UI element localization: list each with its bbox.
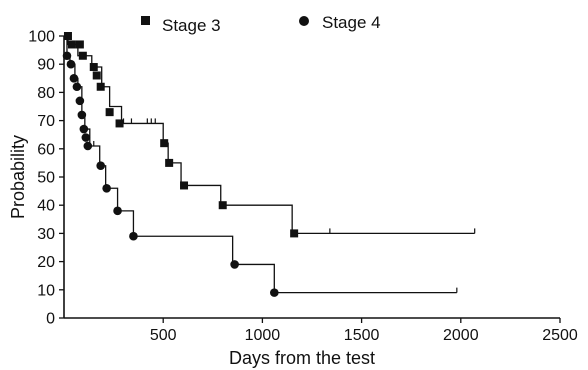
data-point — [89, 63, 98, 72]
y-tick-label: 70 — [37, 113, 55, 130]
data-point — [160, 139, 169, 148]
legend-marker-stage-4 — [299, 16, 309, 26]
data-point — [290, 229, 299, 238]
data-point — [62, 51, 72, 61]
y-tick-label: 0 — [46, 311, 55, 328]
x-tick-label: 2500 — [542, 327, 578, 344]
legend-label-stage-4: Stage 4 — [322, 13, 381, 32]
data-point — [129, 231, 138, 241]
data-point — [83, 141, 93, 151]
y-tick-label: 80 — [37, 85, 55, 102]
data-point — [81, 133, 91, 142]
legend-label-stage-3: Stage 3 — [162, 16, 221, 35]
x-tick-label: 2000 — [443, 327, 479, 344]
data-point — [270, 288, 279, 297]
legend-marker-stage-3 — [141, 16, 150, 25]
data-point — [165, 158, 174, 167]
data-point — [102, 183, 111, 193]
data-point — [96, 161, 106, 171]
data-point — [75, 96, 85, 106]
x-axis-label: Days from the test — [229, 348, 375, 368]
data-point — [66, 59, 76, 69]
data-point — [115, 119, 124, 128]
data-point — [230, 260, 239, 269]
y-tick-label: 20 — [37, 254, 55, 271]
data-point — [218, 201, 227, 210]
y-axis: 0 10 20 30 40 50 60 70 80 90 100 — [28, 29, 65, 328]
plot-area — [62, 32, 476, 297]
x-tick-label: 1500 — [344, 327, 380, 344]
data-point — [75, 40, 84, 49]
y-tick-label: 90 — [37, 57, 55, 74]
x-tick-label: 500 — [150, 327, 177, 344]
x-tick-label: 1000 — [245, 327, 281, 344]
data-point — [78, 51, 87, 60]
data-point — [96, 82, 105, 91]
data-point — [92, 71, 101, 80]
series-line-stage-3 — [64, 35, 475, 235]
data-point — [72, 82, 82, 92]
data-point — [105, 108, 114, 117]
data-point — [113, 206, 122, 216]
y-tick-label: 40 — [37, 198, 55, 215]
legend: Stage 3 Stage 4 — [141, 13, 381, 35]
data-point — [67, 40, 76, 49]
x-ticks: 500 1000 1500 2000 2500 — [150, 318, 578, 344]
data-point — [63, 32, 72, 40]
data-point — [79, 124, 89, 134]
y-tick-label: 50 — [37, 170, 55, 187]
x-axis: 500 1000 1500 2000 2500 — [64, 317, 578, 344]
y-ticks: 0 10 20 30 40 50 60 70 80 90 100 — [28, 29, 64, 328]
y-axis-label: Probability — [8, 135, 28, 219]
data-point — [180, 181, 189, 190]
y-tick-label: 10 — [37, 282, 55, 299]
data-point — [77, 110, 87, 120]
y-tick-label: 100 — [28, 29, 55, 46]
data-point — [69, 74, 79, 83]
series-line-stage-4 — [64, 35, 457, 294]
series-stage-4 — [62, 35, 458, 297]
y-tick-label: 60 — [37, 141, 55, 158]
series-stage-3 — [63, 32, 476, 238]
y-tick-label: 30 — [37, 226, 55, 243]
